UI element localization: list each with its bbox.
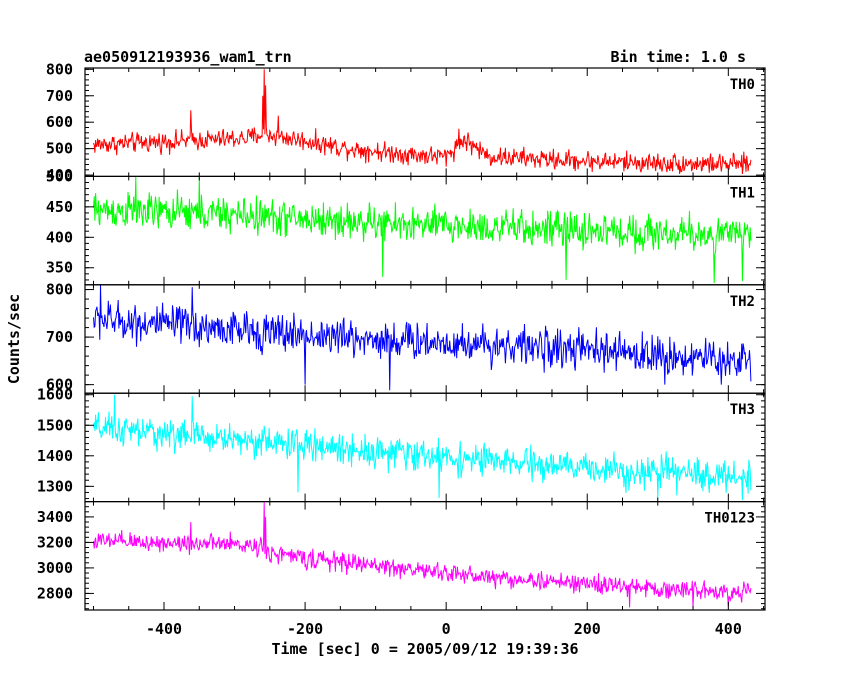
series-line-th3 <box>93 394 752 501</box>
y-tick-label: 3400 <box>37 508 73 526</box>
y-tick-label: 1600 <box>37 386 73 404</box>
x-tick-label: 400 <box>715 620 742 638</box>
series-line-th2 <box>93 284 752 391</box>
y-tick-label: 500 <box>46 140 73 158</box>
y-tick-label: 500 <box>46 167 73 185</box>
y-tick-label: 3000 <box>37 559 73 577</box>
panel-label-th0123: TH0123 <box>704 511 755 527</box>
panel-label-th3: TH3 <box>730 402 755 418</box>
panel-frame-th1 <box>84 175 766 286</box>
panel-frame-th3 <box>84 392 766 503</box>
y-tick-label: 3200 <box>37 533 73 551</box>
x-tick-label: -400 <box>146 620 182 638</box>
y-tick-label: 800 <box>46 60 73 78</box>
y-tick-label: 600 <box>46 113 73 131</box>
y-tick-label: 1400 <box>37 447 73 465</box>
panel-frame-th0123 <box>84 501 766 611</box>
bin-time-label: Bin time: 1.0 s <box>611 48 746 66</box>
y-tick-label: 1500 <box>37 416 73 434</box>
chart-title: ae050912193936_wam1_trn <box>84 48 292 66</box>
panels-group: 400500600700800TH0350400450500TH16007008… <box>37 60 766 638</box>
panel-label-th0: TH0 <box>730 77 755 93</box>
y-tick-label: 450 <box>46 198 73 216</box>
y-tick-label: 700 <box>46 87 73 105</box>
panel-label-th2: TH2 <box>730 294 755 310</box>
y-tick-label: 1300 <box>37 477 73 495</box>
series-line-th0 <box>93 69 752 175</box>
y-tick-label: 700 <box>46 328 73 346</box>
y-tick-label: 400 <box>46 228 73 246</box>
x-tick-label: -200 <box>287 620 323 638</box>
series-line-th0123 <box>93 501 752 609</box>
y-tick-label: 350 <box>46 259 73 277</box>
y-tick-label: 400 <box>46 166 73 184</box>
x-tick-label: 0 <box>442 620 451 638</box>
x-axis-label: Time [sec] 0 = 2005/09/12 19:39:36 <box>271 640 578 658</box>
x-tick-label: 200 <box>574 620 601 638</box>
y-tick-label: 2800 <box>37 584 73 602</box>
y-tick-label: 600 <box>46 376 73 394</box>
y-axis-label: Counts/sec <box>5 294 23 384</box>
panel-label-th1: TH1 <box>730 185 755 201</box>
series-line-th1 <box>93 176 752 284</box>
y-tick-label: 800 <box>46 281 73 299</box>
